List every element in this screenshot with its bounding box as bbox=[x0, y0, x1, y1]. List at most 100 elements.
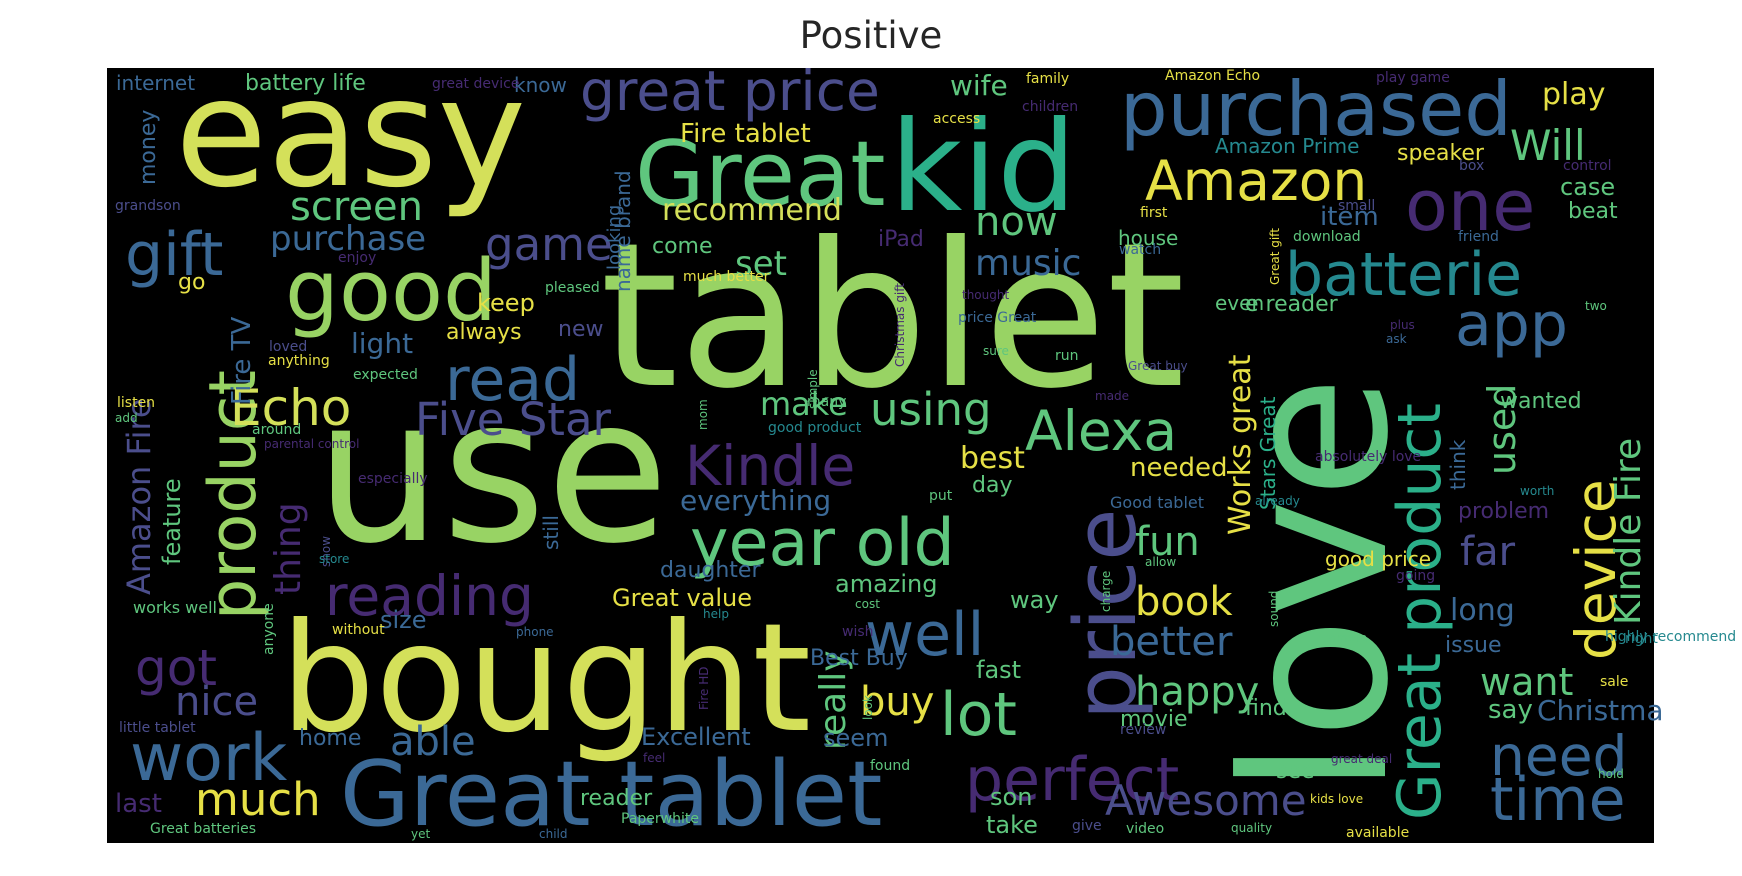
word-kindle: Kindle bbox=[685, 434, 855, 498]
word-reading: reading bbox=[325, 564, 534, 628]
word-little-tablet: little tablet bbox=[119, 720, 196, 736]
word-good-price: good price bbox=[1325, 547, 1431, 571]
word-sound: sound bbox=[1267, 591, 1281, 627]
word-happy: happy bbox=[1135, 669, 1259, 715]
word-price-great: price Great bbox=[958, 310, 1037, 326]
word-great-gift: Great gift bbox=[1268, 228, 1282, 285]
word-make: make bbox=[760, 385, 848, 423]
word-device: device bbox=[1564, 479, 1628, 660]
word-friend: friend bbox=[1458, 229, 1499, 245]
word-best-buy: Best Buy bbox=[810, 646, 908, 671]
word-need: need bbox=[1490, 724, 1627, 788]
word-needed: needed bbox=[1130, 453, 1227, 483]
word-screen: screen bbox=[290, 184, 423, 230]
word-long: long bbox=[1450, 593, 1515, 628]
word-item: item bbox=[1320, 202, 1379, 232]
word-amazing: amazing bbox=[835, 570, 938, 598]
word-box: box bbox=[1459, 158, 1484, 174]
word-thing: thing bbox=[268, 502, 309, 595]
word-game: game bbox=[485, 218, 613, 271]
word-wife: wife bbox=[950, 69, 1008, 102]
word-really: really bbox=[813, 650, 854, 750]
word-sure: sure bbox=[983, 344, 1009, 358]
word-everything: everything bbox=[680, 484, 831, 517]
word-excellent: Excellent bbox=[641, 723, 751, 751]
word-right: right bbox=[1625, 631, 1658, 647]
word-kindle-fire: Kindle Fire bbox=[1608, 438, 1649, 625]
word-say: say bbox=[1488, 695, 1533, 725]
word-awesome: Awesome bbox=[1105, 776, 1307, 825]
word-give: give bbox=[1072, 818, 1102, 834]
word-good-product: good product bbox=[768, 420, 862, 436]
word-year-old: year old bbox=[690, 506, 955, 581]
word-read: read bbox=[445, 345, 580, 415]
word-christma: Christma bbox=[1537, 694, 1664, 727]
word-kid: kid bbox=[890, 95, 1076, 240]
word-find: find bbox=[1245, 696, 1287, 721]
word-many: many bbox=[807, 394, 846, 410]
word-work: work bbox=[130, 721, 288, 796]
word-set: set bbox=[735, 244, 787, 284]
word-camera: camera bbox=[1322, 631, 1367, 645]
word-purchase: purchase bbox=[270, 219, 426, 259]
word-grandson: grandson bbox=[115, 198, 181, 214]
word-movie: movie bbox=[1120, 707, 1188, 732]
word-show: show bbox=[319, 536, 333, 567]
word-see: see bbox=[1276, 759, 1315, 784]
word-great-product: Great product bbox=[1385, 403, 1455, 820]
word-stars-great: Stars Great bbox=[1256, 396, 1280, 510]
word-great-value: Great value bbox=[612, 584, 752, 612]
word-daughter: daughter bbox=[660, 558, 761, 583]
word-internet: internet bbox=[116, 71, 195, 95]
word-wanted: wanted bbox=[1500, 389, 1582, 414]
word-kids-love: kids love bbox=[1310, 792, 1363, 806]
word-run: run bbox=[1055, 348, 1079, 364]
word-reader: reader bbox=[580, 786, 653, 811]
word-light: light bbox=[351, 327, 413, 360]
word-amazon-prime: Amazon Prime bbox=[1215, 134, 1359, 158]
word-without: without bbox=[332, 622, 385, 638]
word-anything: anything bbox=[268, 353, 330, 369]
word-add: add bbox=[115, 411, 138, 425]
word-book: book bbox=[1135, 579, 1233, 625]
word-put: put bbox=[929, 488, 953, 504]
word-help: help bbox=[703, 607, 729, 621]
word-five-star: Five Star bbox=[415, 393, 612, 446]
word-able: able bbox=[390, 719, 476, 765]
word-fun: fun bbox=[1135, 519, 1200, 565]
word-quality: quality bbox=[1231, 821, 1272, 835]
word-expected: expected bbox=[353, 367, 418, 383]
word-house: house bbox=[1118, 226, 1178, 250]
word-used: used bbox=[1480, 384, 1524, 475]
word-way: way bbox=[1010, 586, 1059, 614]
word-listen: listen bbox=[117, 395, 155, 411]
word-purchased: purchased bbox=[1120, 65, 1512, 153]
word-plus: plus bbox=[1390, 318, 1415, 332]
word-pleased: pleased bbox=[545, 280, 600, 296]
word-charge: charge bbox=[1099, 571, 1113, 612]
word-size: size bbox=[380, 606, 427, 634]
word-always: always bbox=[446, 320, 522, 345]
word-echo: Echo bbox=[230, 379, 351, 437]
word-well: well bbox=[865, 600, 984, 670]
word-one: one bbox=[1405, 165, 1535, 247]
word-amazon-fire: Amazon Fire bbox=[120, 398, 158, 595]
word-price: price bbox=[1057, 508, 1156, 720]
word-name-brand: name brand bbox=[611, 170, 635, 292]
word-works-great: Works great bbox=[1223, 354, 1258, 535]
word-loved: loved bbox=[269, 339, 307, 355]
word-great-batteries: Great batteries bbox=[150, 821, 256, 837]
word-child: child bbox=[539, 827, 568, 841]
word-sale: sale bbox=[1600, 674, 1628, 690]
word-use: use bbox=[315, 355, 669, 588]
word-speaker: speaker bbox=[1397, 141, 1485, 166]
word-already: already bbox=[1255, 494, 1300, 508]
word-cloud-background bbox=[107, 68, 1654, 843]
word-much-better: much better bbox=[683, 269, 770, 285]
word-go: go bbox=[178, 270, 205, 295]
word-got: got bbox=[135, 639, 217, 697]
word-phone: phone bbox=[516, 625, 554, 639]
word-play-game: play game bbox=[1376, 70, 1450, 86]
word-now: now bbox=[975, 199, 1058, 245]
